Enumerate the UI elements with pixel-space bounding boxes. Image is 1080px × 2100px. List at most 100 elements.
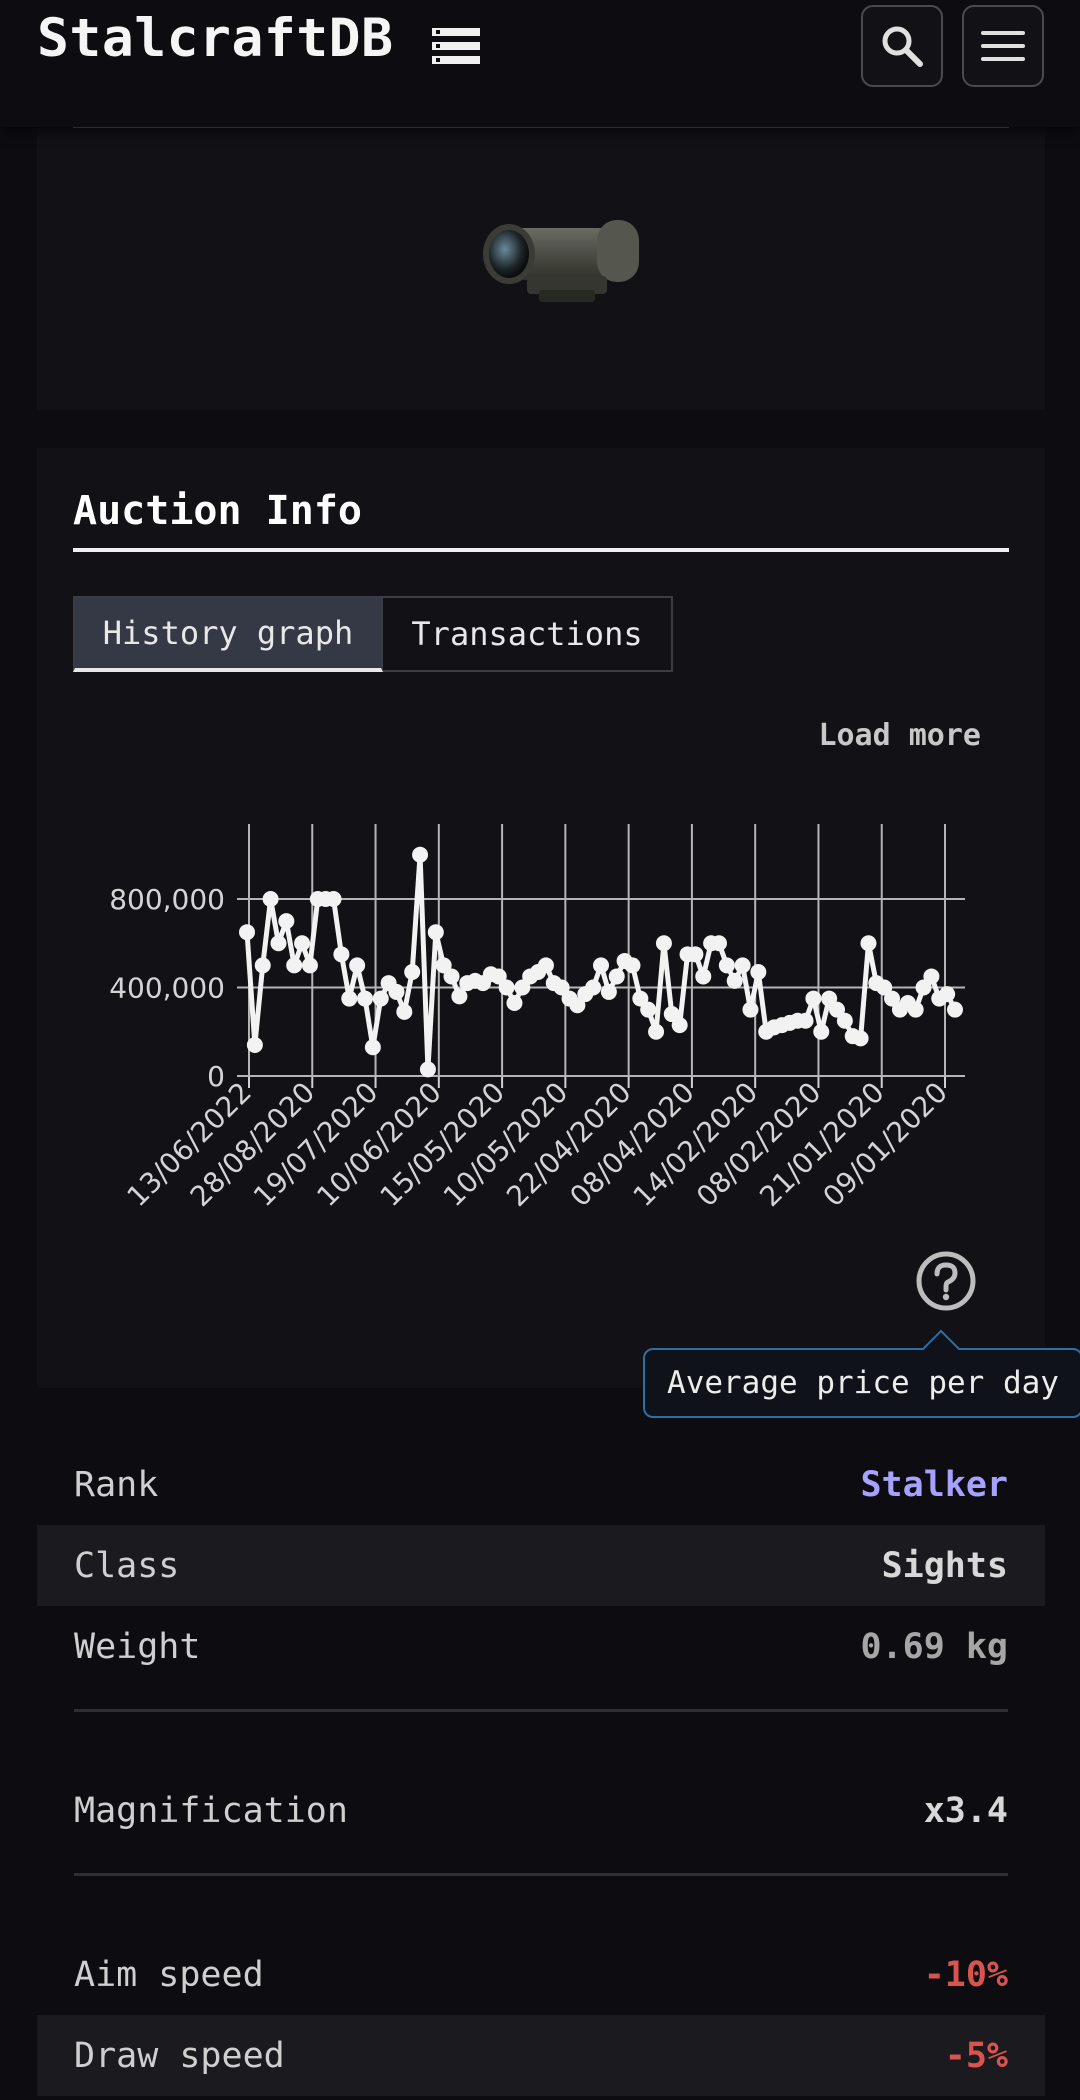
question-circle-icon[interactable] (915, 1250, 977, 1312)
load-more-button[interactable]: Load more (818, 718, 981, 753)
data-point (915, 979, 932, 996)
data-point (923, 968, 940, 985)
database-icon[interactable] (432, 26, 480, 66)
data-point (246, 1037, 263, 1054)
data-point (860, 935, 877, 952)
item-image-card (37, 80, 1045, 410)
data-point (687, 946, 704, 963)
tab-transactions[interactable]: Transactions (383, 596, 673, 672)
data-point (294, 935, 311, 952)
data-point (498, 979, 515, 996)
stat-row-magnification: Magnification x3.4 (37, 1770, 1045, 1851)
stat-label: Weight (74, 1626, 201, 1667)
stat-row-aim-speed: Aim speed -10% (37, 1934, 1045, 2015)
data-point (797, 1012, 814, 1029)
data-point (286, 957, 303, 974)
menu-button[interactable] (962, 5, 1044, 87)
data-point (726, 972, 743, 989)
data-point (836, 1012, 853, 1029)
data-point (396, 1003, 413, 1020)
hamburger-menu-icon (981, 31, 1025, 61)
data-point (301, 957, 318, 974)
data-point (443, 968, 460, 985)
y-tick-label: 0 (207, 1060, 225, 1093)
app-header: StalcraftDB (0, 0, 1080, 127)
data-point (506, 994, 523, 1011)
scope-sight-icon (483, 220, 639, 302)
data-point (939, 986, 956, 1003)
data-point (663, 1006, 680, 1023)
data-point (514, 979, 531, 996)
data-point (239, 924, 255, 941)
section-title: Auction Info (73, 488, 362, 534)
data-point (876, 979, 893, 996)
data-point (632, 990, 649, 1007)
chart-tooltip: Average price per day (643, 1348, 1080, 1418)
stat-label: Class (74, 1545, 180, 1586)
data-point (884, 990, 901, 1007)
data-point (947, 1001, 963, 1018)
data-point (585, 979, 602, 996)
data-point (907, 1001, 924, 1018)
data-point (813, 1023, 830, 1040)
stat-label: Draw speed (74, 2035, 285, 2076)
stat-value: 0.69 kg (860, 1626, 1008, 1667)
brand-logo[interactable]: StalcraftDB (37, 8, 394, 69)
stat-divider (74, 1709, 1008, 1712)
data-point (655, 935, 672, 952)
data-point (640, 1001, 657, 1018)
search-icon (882, 26, 923, 67)
stat-row-weight: Weight 0.69 kg (37, 1606, 1045, 1687)
data-point (435, 957, 452, 974)
search-button[interactable] (861, 5, 943, 87)
data-point (364, 1039, 381, 1056)
stat-divider (74, 1873, 1008, 1876)
title-underline (73, 548, 1009, 552)
tab-history-graph[interactable]: History graph (73, 596, 383, 672)
data-point (254, 957, 271, 974)
data-point (537, 957, 554, 974)
data-point (262, 891, 279, 907)
data-point (451, 988, 468, 1005)
stat-value: Sights (881, 1545, 1008, 1586)
data-point (593, 957, 609, 974)
data-point (852, 1030, 869, 1047)
data-point (341, 990, 358, 1007)
data-point (349, 957, 366, 974)
data-point (490, 968, 507, 985)
data-point (695, 968, 712, 985)
auction-tabs: History graph Transactions (73, 596, 673, 672)
data-point (388, 983, 405, 1000)
y-tick-label: 400,000 (109, 972, 225, 1005)
data-point (404, 964, 421, 981)
data-point (718, 957, 735, 974)
data-point (419, 1061, 436, 1078)
stat-label: Magnification (74, 1790, 348, 1831)
data-point (357, 990, 373, 1007)
auction-info-card: Auction Info History graph Transactions … (37, 448, 1045, 1388)
data-point (608, 968, 625, 985)
stat-row-class: Class Sights (37, 1525, 1045, 1606)
data-point (569, 997, 586, 1014)
data-point (734, 957, 751, 974)
data-point (711, 935, 727, 952)
data-point (742, 1001, 759, 1018)
data-point (671, 1017, 688, 1034)
stat-value: -5% (944, 2035, 1008, 2076)
stat-value: Stalker (860, 1464, 1008, 1505)
stat-label: Aim speed (74, 1954, 264, 1995)
data-point (333, 946, 350, 963)
data-point (821, 990, 838, 1007)
stat-value: x3.4 (923, 1790, 1008, 1831)
stat-value: -10% (923, 1954, 1008, 1995)
data-point (805, 990, 822, 1007)
data-point (648, 1023, 665, 1040)
data-point (372, 990, 389, 1007)
data-point (600, 983, 617, 1000)
stat-label: Rank (74, 1464, 159, 1505)
data-point (270, 935, 287, 952)
data-point (829, 1001, 845, 1018)
data-point (624, 957, 641, 974)
data-point (553, 979, 570, 996)
data-point (750, 964, 767, 981)
